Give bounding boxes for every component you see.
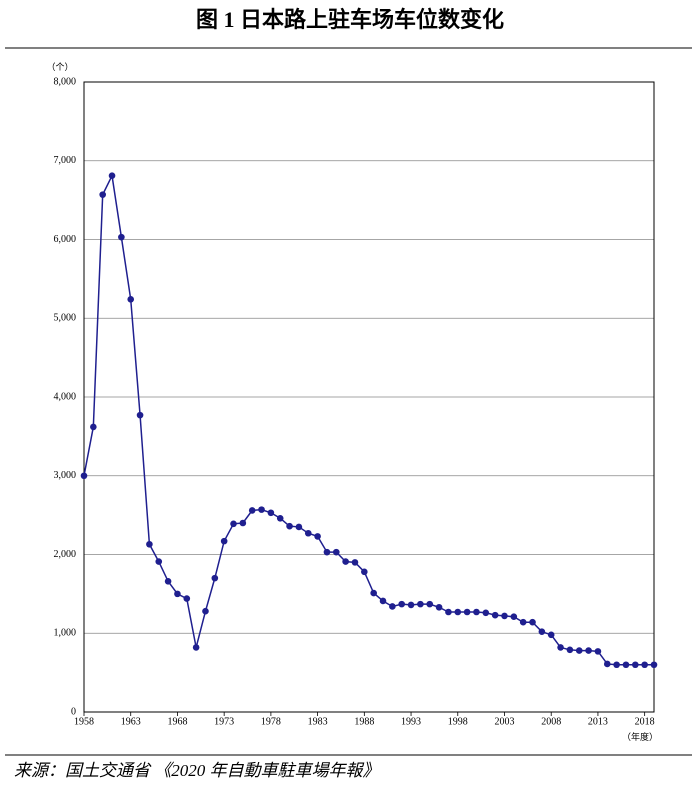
data-point bbox=[276, 514, 284, 522]
data-point bbox=[622, 661, 630, 669]
x-tick-label: 2003 bbox=[494, 716, 514, 727]
data-point bbox=[286, 522, 293, 530]
data-point bbox=[239, 519, 247, 527]
data-point bbox=[202, 607, 209, 615]
data-point bbox=[155, 558, 163, 565]
data-point bbox=[342, 558, 349, 565]
data-point bbox=[632, 661, 639, 669]
y-tick-label: 7,000 bbox=[54, 155, 77, 166]
data-point bbox=[136, 411, 144, 419]
data-point bbox=[258, 506, 265, 513]
x-tick-label: 2008 bbox=[541, 716, 561, 727]
data-point bbox=[417, 600, 424, 608]
data-point bbox=[547, 631, 555, 639]
y-tick-label: 3,000 bbox=[54, 470, 77, 481]
data-point bbox=[594, 648, 602, 655]
data-point bbox=[332, 548, 340, 556]
x-tick-label: 1988 bbox=[354, 716, 374, 727]
source: 来源：国土交通省 《2020 年自動車駐車場年報》 bbox=[14, 761, 380, 780]
data-point bbox=[603, 660, 611, 668]
data-point bbox=[211, 574, 219, 582]
data-point bbox=[295, 523, 303, 531]
data-point bbox=[482, 609, 490, 617]
data-point bbox=[557, 644, 564, 651]
data-point bbox=[641, 661, 648, 669]
data-point bbox=[398, 600, 406, 608]
data-point bbox=[445, 608, 452, 616]
data-point bbox=[566, 646, 574, 654]
data-point bbox=[519, 618, 527, 626]
data-point bbox=[108, 172, 116, 180]
data-point bbox=[491, 611, 499, 619]
data-point bbox=[90, 423, 97, 431]
x-tick-label: 1998 bbox=[448, 716, 468, 727]
data-line bbox=[83, 173, 654, 666]
y-tick-label: 1,000 bbox=[54, 628, 77, 639]
data-point bbox=[192, 644, 200, 651]
data-point bbox=[164, 577, 172, 585]
y-tick-label: 4,000 bbox=[54, 391, 77, 402]
data-point bbox=[650, 661, 658, 669]
data-point bbox=[473, 608, 480, 616]
data-point bbox=[323, 548, 331, 556]
data-point bbox=[501, 612, 508, 620]
x-tick-label: 1978 bbox=[261, 716, 281, 727]
data-point bbox=[351, 559, 359, 566]
data-point bbox=[267, 509, 275, 517]
y-tick-label: 8,000 bbox=[54, 76, 77, 87]
data-point bbox=[146, 540, 153, 548]
data-point bbox=[463, 608, 471, 616]
data-point bbox=[538, 628, 546, 635]
data-point bbox=[613, 661, 620, 669]
data-point bbox=[304, 529, 312, 537]
x-tick-label: 1963 bbox=[121, 716, 141, 727]
data-point bbox=[389, 603, 396, 610]
data-point bbox=[118, 233, 125, 241]
data-point bbox=[585, 647, 592, 654]
x-tick-label: 1993 bbox=[401, 716, 421, 727]
data-point bbox=[529, 618, 536, 626]
y-tick-label: 2,000 bbox=[54, 549, 77, 560]
data-point bbox=[575, 647, 583, 654]
data-point bbox=[407, 601, 415, 609]
x-unit: （年度） bbox=[622, 731, 658, 742]
x-tick-label: 1983 bbox=[308, 716, 328, 727]
data-point bbox=[361, 568, 368, 576]
data-point bbox=[426, 600, 434, 608]
data-point bbox=[230, 520, 237, 528]
y-tick-label: 6,000 bbox=[54, 234, 77, 245]
x-tick-label: 2013 bbox=[588, 716, 608, 727]
y-tick-label: 5,000 bbox=[54, 313, 77, 324]
y-unit: （个） bbox=[46, 62, 73, 72]
x-tick-label: 1958 bbox=[74, 716, 94, 727]
data-point bbox=[314, 533, 321, 540]
data-point bbox=[510, 613, 518, 621]
data-point bbox=[454, 608, 462, 616]
data-point bbox=[80, 472, 88, 480]
data-point bbox=[99, 191, 106, 198]
x-tick-label: 1968 bbox=[167, 716, 187, 727]
data-point bbox=[220, 537, 228, 545]
data-point bbox=[127, 296, 135, 303]
x-tick-label: 2018 bbox=[635, 716, 655, 727]
data-point bbox=[435, 603, 443, 611]
x-tick-label: 1973 bbox=[214, 716, 234, 727]
data-point bbox=[183, 595, 191, 602]
y-tick-label: 0 bbox=[71, 706, 76, 717]
plot-frame bbox=[83, 81, 655, 713]
data-point bbox=[174, 590, 181, 598]
chart-title: 图 1 日本路上驻车场车位数变化 bbox=[196, 7, 504, 32]
data-point bbox=[370, 589, 377, 597]
data-point bbox=[379, 597, 387, 605]
data-point bbox=[248, 507, 256, 514]
